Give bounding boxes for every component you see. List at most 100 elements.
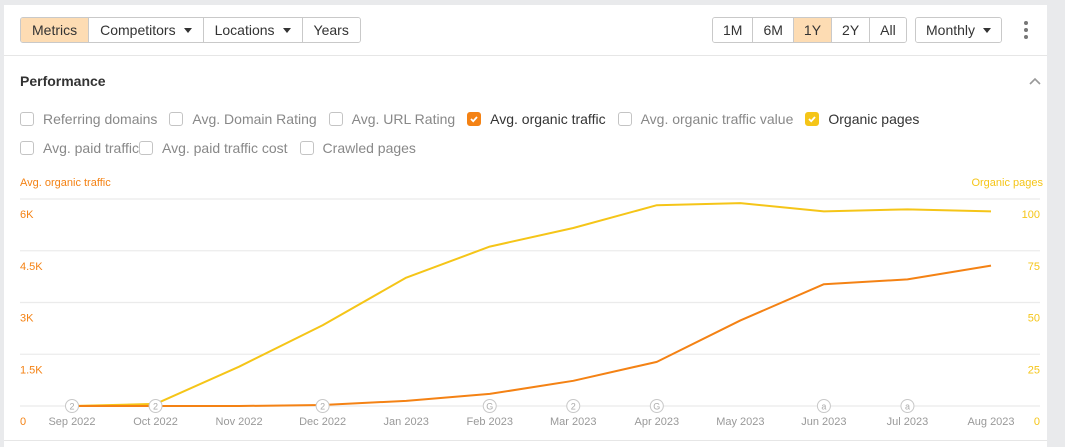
- x-axis-tick: Feb 2023: [466, 416, 512, 428]
- left-axis-tick: 0: [20, 416, 26, 428]
- section-title: Performance: [20, 73, 106, 89]
- chevron-up-icon[interactable]: [1029, 75, 1041, 87]
- x-axis-tick: Oct 2022: [133, 416, 178, 428]
- x-axis-tick: Jan 2023: [384, 416, 429, 428]
- range-label: 1M: [723, 22, 743, 38]
- range-1y-button[interactable]: 1Y: [793, 18, 833, 42]
- right-axis-tick: 25: [1028, 364, 1040, 376]
- kebab-menu-icon[interactable]: [1022, 21, 1030, 39]
- svg-text:a: a: [821, 402, 826, 412]
- left-axis-tick: 3K: [20, 313, 34, 325]
- line-chart: 0 0 1.5K 25 3K 50 4.5K 75 6K 100 Sep 2022 Oct 2022 N…: [20, 198, 1040, 428]
- metric-organic-pages[interactable]: Organic pages: [805, 109, 919, 128]
- checkbox[interactable]: [299, 140, 314, 155]
- range-6m-button[interactable]: 6M: [753, 18, 794, 42]
- checkbox[interactable]: [138, 140, 153, 155]
- range-label: 2Y: [842, 22, 860, 38]
- svg-text:G: G: [486, 402, 493, 412]
- metric-label: Avg. paid traffic cost: [161, 139, 288, 156]
- range-2y-button[interactable]: 2Y: [832, 18, 871, 42]
- interval-group: Monthly: [915, 17, 1003, 43]
- x-axis-tick: Dec 2022: [299, 416, 346, 428]
- left-axis-tick: 6K: [20, 209, 34, 221]
- metrics-label: Metrics: [32, 22, 78, 38]
- series-line-organic-pages[interactable]: [71, 202, 992, 407]
- metric-label: Avg. Domain Rating: [192, 110, 317, 127]
- checkbox[interactable]: [169, 111, 184, 126]
- caret-down-icon: [183, 27, 192, 33]
- metric-label: Crawled pages: [322, 139, 416, 156]
- caret-down-icon: [282, 27, 291, 33]
- annotation-marker-icon[interactable]: G: [482, 399, 497, 413]
- metric-avg-organic-traffic[interactable]: Avg. organic traffic: [467, 109, 606, 128]
- years-label: Years: [313, 22, 349, 38]
- metric-label: Avg. paid traffic: [43, 139, 139, 156]
- metric-avg-domain-rating[interactable]: Avg. Domain Rating: [169, 109, 317, 128]
- metric-avg-url-rating[interactable]: Avg. URL Rating: [328, 109, 456, 128]
- metric-label: Organic pages: [828, 110, 920, 127]
- x-axis-tick: Nov 2022: [216, 416, 263, 428]
- annotation-marker-icon[interactable]: 2: [566, 399, 581, 413]
- range-label: 6M: [763, 22, 783, 38]
- checkbox-checked[interactable]: [467, 111, 482, 126]
- interval-label: Monthly: [926, 22, 976, 38]
- x-axis-tick: Jun 2023: [801, 416, 846, 428]
- right-axis-tick: 50: [1028, 313, 1040, 325]
- x-axis-tick: Aug 2023: [967, 416, 1014, 428]
- checkbox[interactable]: [20, 111, 34, 126]
- annotation-marker-icon[interactable]: 2: [148, 399, 163, 413]
- annotation-marker-icon[interactable]: 2: [315, 399, 330, 413]
- checkbox[interactable]: [328, 111, 343, 126]
- svg-text:2: 2: [69, 402, 74, 412]
- right-axis-title: Organic pages: [971, 177, 1043, 189]
- left-axis-title: Avg. organic traffic: [20, 177, 111, 189]
- metric-label: Referring domains: [43, 110, 158, 127]
- metric-label: Avg. URL Rating: [351, 110, 456, 127]
- svg-text:a: a: [905, 402, 910, 412]
- svg-text:G: G: [653, 402, 660, 412]
- left-axis-tick: 1.5K: [20, 364, 43, 376]
- metric-label: Avg. organic traffic: [490, 110, 606, 127]
- annotation-marker-icon[interactable]: 2: [65, 399, 79, 413]
- checkbox[interactable]: [617, 111, 632, 126]
- view-button-group: Metrics Competitors Locations Years: [20, 17, 361, 43]
- svg-text:2: 2: [153, 402, 158, 412]
- performance-panel: Metrics Competitors Locations Years 1M 6…: [4, 5, 1047, 447]
- left-axis-tick: 4.5K: [20, 261, 43, 273]
- range-label: All: [880, 22, 896, 38]
- annotation-marker-icon[interactable]: a: [816, 399, 831, 413]
- metric-avg-paid-traffic-cost[interactable]: Avg. paid traffic cost: [138, 138, 288, 157]
- range-label: 1Y: [803, 22, 822, 38]
- checkbox[interactable]: [20, 140, 34, 155]
- series-line-avg-organic-traffic[interactable]: [72, 264, 992, 407]
- locations-dropdown[interactable]: Locations: [203, 18, 303, 42]
- x-axis-tick: May 2023: [716, 416, 764, 428]
- annotation-marker-icon[interactable]: G: [649, 399, 664, 413]
- metric-crawled-pages[interactable]: Crawled pages: [299, 138, 416, 157]
- svg-text:2: 2: [571, 402, 576, 412]
- metric-avg-organic-traffic-value[interactable]: Avg. organic traffic value: [617, 109, 793, 128]
- range-1m-button[interactable]: 1M: [713, 18, 754, 42]
- competitors-dropdown[interactable]: Competitors: [89, 18, 204, 42]
- divider: [4, 440, 1047, 441]
- checkbox-checked[interactable]: [805, 111, 820, 126]
- interval-dropdown[interactable]: Monthly: [916, 18, 1002, 42]
- metrics-tab-button[interactable]: Metrics: [21, 18, 90, 42]
- right-axis-tick: 100: [1022, 209, 1040, 221]
- range-all-button[interactable]: All: [870, 18, 906, 42]
- metric-referring-domains[interactable]: Referring domains: [20, 109, 157, 128]
- competitors-label: Competitors: [100, 22, 176, 38]
- years-button[interactable]: Years: [302, 18, 360, 42]
- metric-avg-paid-traffic[interactable]: Avg. paid traffic: [20, 138, 139, 157]
- x-axis-tick: Jul 2023: [887, 416, 929, 428]
- annotation-marker-icon[interactable]: a: [900, 399, 915, 413]
- locations-label: Locations: [214, 22, 275, 38]
- x-axis-tick: Apr 2023: [634, 416, 679, 428]
- x-axis-tick: Sep 2022: [48, 416, 95, 428]
- range-button-group: 1M 6M 1Y 2Y All: [712, 17, 907, 43]
- toolbar: Metrics Competitors Locations Years 1M 6…: [4, 5, 1047, 56]
- x-axis-tick: Mar 2023: [550, 416, 596, 428]
- caret-down-icon: [983, 27, 992, 33]
- right-axis-tick: 75: [1028, 261, 1040, 273]
- right-axis-tick: 0: [1034, 416, 1040, 428]
